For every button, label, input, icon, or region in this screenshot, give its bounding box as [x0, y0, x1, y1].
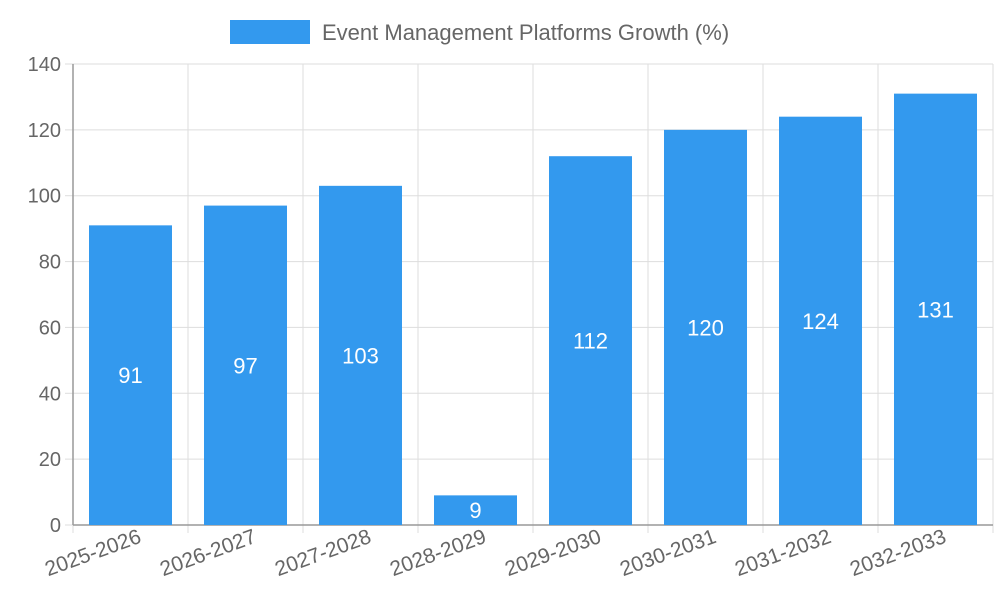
- data-label: 120: [687, 315, 724, 340]
- bars: [89, 93, 977, 526]
- y-tick-label: 40: [39, 383, 61, 405]
- bar: [204, 205, 287, 526]
- y-tick-label: 0: [50, 515, 61, 537]
- data-label: 9: [469, 498, 481, 523]
- data-label: 112: [573, 329, 608, 354]
- x-tick-label: 2029-2030: [502, 525, 604, 581]
- legend-label: Event Management Platforms Growth (%): [322, 20, 729, 45]
- data-label: 91: [118, 363, 142, 388]
- data-label: 97: [233, 353, 257, 378]
- y-tick-label: 100: [28, 186, 61, 208]
- x-tick-label: 2030-2031: [617, 525, 719, 581]
- x-tick-label: 2031-2032: [732, 525, 834, 581]
- y-tick-label: 80: [39, 252, 61, 274]
- bar: [89, 225, 172, 525]
- x-tick-label: 2027-2028: [272, 525, 374, 581]
- y-tick-label: 60: [39, 317, 61, 339]
- y-tick-label: 140: [28, 54, 61, 76]
- bar: [549, 156, 632, 525]
- y-tick-label: 120: [28, 120, 61, 142]
- bar: [894, 93, 977, 525]
- bar: [434, 495, 517, 525]
- x-tick-labels: 2025-2026 2026-2027 2027-2028 2028-2029 2029…: [42, 525, 949, 581]
- bar: [664, 129, 747, 525]
- x-tick-label: 2032-2033: [847, 525, 949, 581]
- data-labels: 91 97 103 9 112 120 124 131: [118, 297, 954, 523]
- data-label: 124: [802, 309, 839, 334]
- x-tick-label: 2026-2027: [157, 525, 259, 581]
- y-tick-labels: 0 20 40 60 80 100 120 140: [28, 54, 61, 537]
- legend-swatch: [230, 20, 310, 44]
- legend[interactable]: Event Management Platforms Growth (%): [230, 20, 729, 45]
- data-label: 103: [342, 343, 379, 368]
- bar: [319, 185, 402, 526]
- y-tick-label: 20: [39, 449, 61, 471]
- x-tick-label: 2028-2029: [387, 525, 489, 581]
- bar: [779, 116, 862, 525]
- data-label: 131: [917, 297, 954, 322]
